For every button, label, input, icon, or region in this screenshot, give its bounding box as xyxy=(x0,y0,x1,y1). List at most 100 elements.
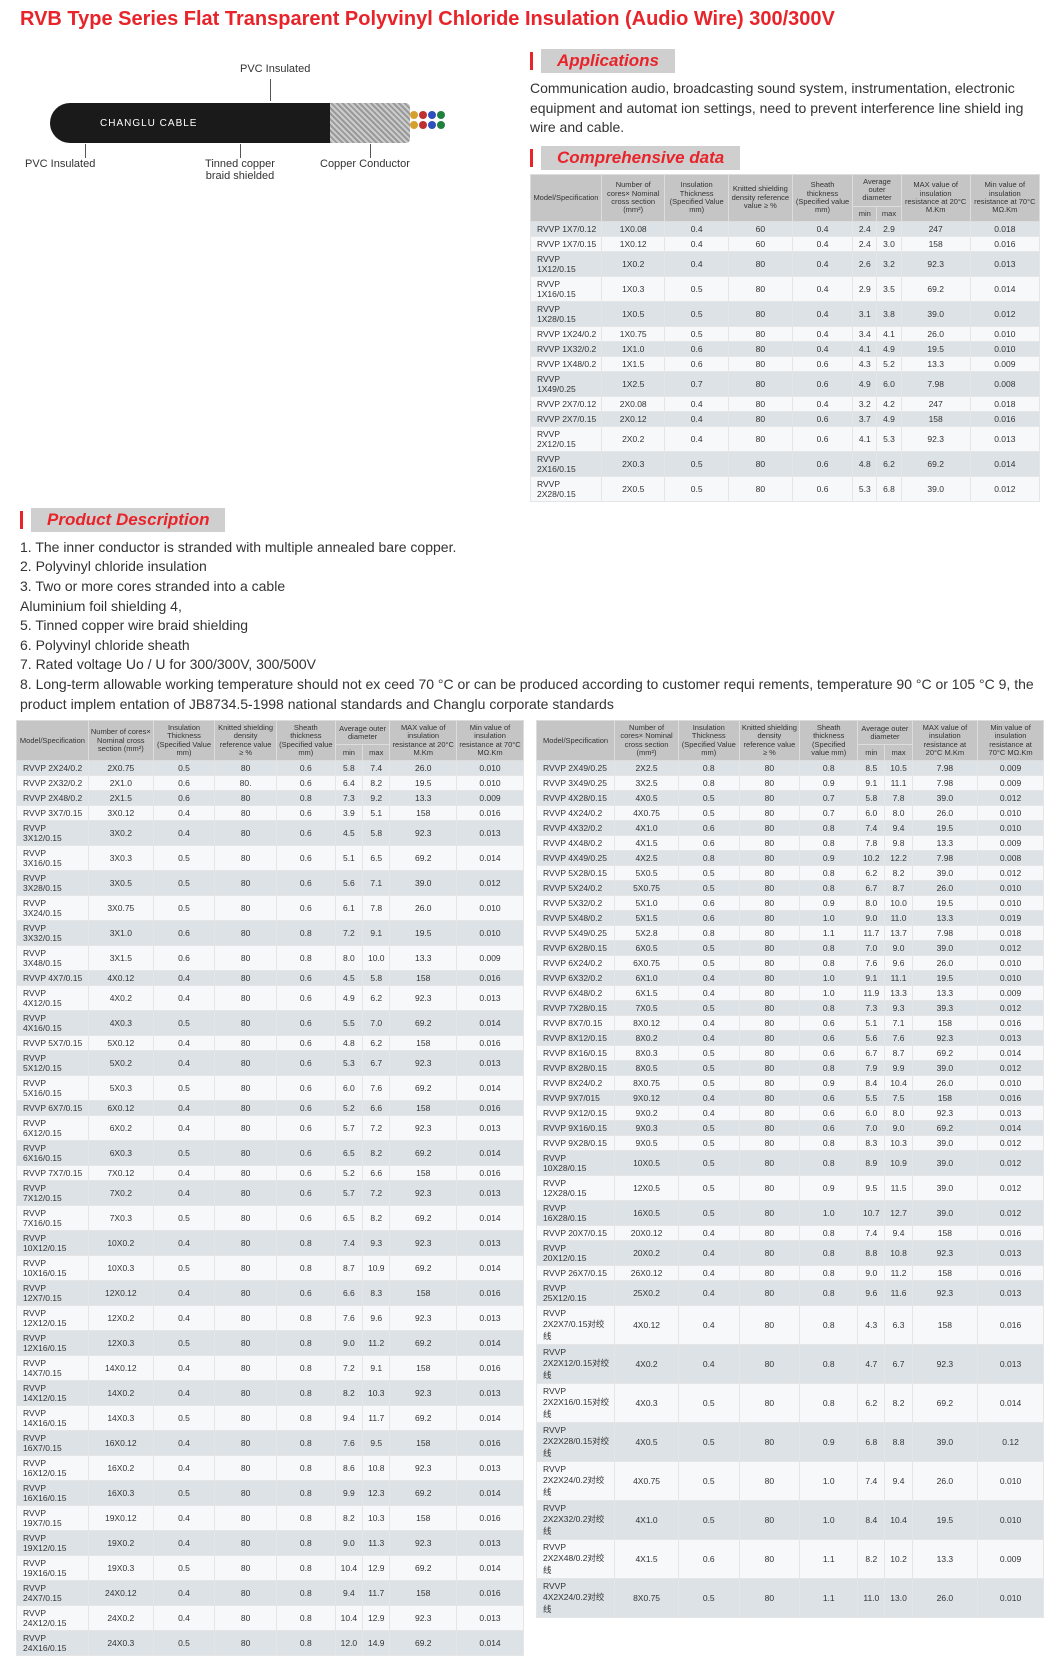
table-row: RVVP 5X28/0.155X0.50.5800.86.28.239.00.0… xyxy=(537,866,1044,881)
table-row: RVVP 2X2X16/0.15对绞线4X0.30.5800.86.28.269… xyxy=(537,1384,1044,1423)
table-row: RVVP 6X48/0.26X1.50.4801.011.913.313.30.… xyxy=(537,986,1044,1001)
comprehensive-table-right: Model/SpecificationNumber of cores× Nomi… xyxy=(536,720,1044,1618)
table-row: RVVP 3X24/0.153X0.750.5800.66.17.826.00.… xyxy=(17,896,524,921)
table-row: RVVP 2X2X48/0.2对绞线4X1.50.6801.18.210.213… xyxy=(537,1540,1044,1579)
table-row: RVVP 3X16/0.153X0.30.5800.65.16.569.20.0… xyxy=(17,846,524,871)
table-row: RVVP 10X12/0.1510X0.20.4800.87.49.392.30… xyxy=(17,1231,524,1256)
table-row: RVVP 7X12/0.157X0.20.4800.65.77.292.30.0… xyxy=(17,1181,524,1206)
table-row: RVVP 6X16/0.156X0.30.5800.66.58.269.20.0… xyxy=(17,1141,524,1166)
table-row: RVVP 16X28/0.1516X0.50.5801.010.712.739.… xyxy=(537,1201,1044,1226)
table-row: RVVP 14X7/0.1514X0.120.4800.87.29.11580.… xyxy=(17,1356,524,1381)
table-row: RVVP 4X12/0.154X0.20.4800.64.96.292.30.0… xyxy=(17,986,524,1011)
table-row: RVVP 2X16/0.152X0.30.5800.64.86.269.20.0… xyxy=(531,451,1040,476)
table-row: RVVP 2X7/0.152X0.120.4800.63.74.91580.01… xyxy=(531,411,1040,426)
label-pvc-top: PVC Insulated xyxy=(240,63,310,75)
table-row: RVVP 3X32/0.153X1.00.6800.87.29.119.50.0… xyxy=(17,921,524,946)
table-row: RVVP 4X16/0.154X0.30.5800.65.57.069.20.0… xyxy=(17,1011,524,1036)
comprehensive-table-left: Model/SpecificationNumber of cores× Nomi… xyxy=(16,720,524,1656)
table-row: RVVP 19X16/0.1519X0.30.5800.810.412.969.… xyxy=(17,1556,524,1581)
table-row: RVVP 3X7/0.153X0.120.4800.63.95.11580.01… xyxy=(17,806,524,821)
table-row: RVVP 1X16/0.151X0.30.5800.42.93.569.20.0… xyxy=(531,276,1040,301)
table-row: RVVP 9X28/0.159X0.50.5800.88.310.339.00.… xyxy=(537,1136,1044,1151)
table-row: RVVP 20X12/0.1520X0.20.4800.88.810.892.3… xyxy=(537,1241,1044,1266)
table-row: RVVP 2X32/0.22X1.00.680.0.66.48.219.50.0… xyxy=(17,776,524,791)
cable-brand: CHANGLU CABLE xyxy=(100,118,197,129)
product-desc-title: Product Description xyxy=(47,510,209,529)
table-row: RVVP 4X32/0.24X1.00.6800.87.49.419.50.01… xyxy=(537,821,1044,836)
label-braid: Tinned copper braid shielded xyxy=(195,158,285,182)
red-bar-icon xyxy=(530,149,533,167)
table-row: RVVP 16X16/0.1516X0.30.5800.89.912.369.2… xyxy=(17,1481,524,1506)
table-row: RVVP 5X32/0.25X1.00.6800.98.010.019.50.0… xyxy=(537,896,1044,911)
table-row: RVVP 2X49/0.252X2.50.8800.88.510.57.980.… xyxy=(537,761,1044,776)
table-row: RVVP 2X2X7/0.15对绞线4X0.120.4800.84.36.315… xyxy=(537,1306,1044,1345)
table-row: RVVP 1X7/0.151X0.120.4600.42.43.01580.01… xyxy=(531,236,1040,251)
red-bar-icon xyxy=(20,511,23,529)
table-row: RVVP 5X7/0.155X0.120.4800.64.86.21580.01… xyxy=(17,1036,524,1051)
table-row: RVVP 2X48/0.22X1.50.6800.87.39.213.30.00… xyxy=(17,791,524,806)
table-row: RVVP 1X48/0.21X1.50.6800.64.35.213.30.00… xyxy=(531,356,1040,371)
table-row: RVVP 4X2X24/0.2对绞线8X0.750.5801.111.013.0… xyxy=(537,1579,1044,1618)
table-row: RVVP 24X16/0.1524X0.30.5800.812.014.969.… xyxy=(17,1631,524,1656)
table-row: RVVP 14X16/0.1514X0.30.5800.89.411.769.2… xyxy=(17,1406,524,1431)
table-row: RVVP 5X16/0.155X0.30.5800.66.07.669.20.0… xyxy=(17,1076,524,1101)
table-row: RVVP 8X7/0.158X0.120.4800.65.17.11580.01… xyxy=(537,1016,1044,1031)
page-title: RVB Type Series Flat Transparent Polyvin… xyxy=(0,0,1060,43)
table-row: RVVP 2X2X24/0.2对绞线4X0.750.5801.07.49.426… xyxy=(537,1462,1044,1501)
table-row: RVVP 6X7/0.156X0.120.4800.65.26.61580.01… xyxy=(17,1101,524,1116)
applications-text: Communication audio, broadcasting sound … xyxy=(530,79,1040,138)
table-row: RVVP 1X49/0.251X2.50.7800.64.96.07.980.0… xyxy=(531,371,1040,396)
table-row: RVVP 1X28/0.151X0.50.5800.43.13.839.00.0… xyxy=(531,301,1040,326)
table-row: RVVP 10X16/0.1510X0.30.5800.88.710.969.2… xyxy=(17,1256,524,1281)
table-row: RVVP 1X7/0.121X0.080.4600.42.42.92470.01… xyxy=(531,221,1040,236)
table-row: RVVP 24X12/0.1524X0.20.4800.810.412.992.… xyxy=(17,1606,524,1631)
table-row: RVVP 12X12/0.1512X0.20.4800.87.69.692.30… xyxy=(17,1306,524,1331)
applications-title: Applications xyxy=(557,51,659,70)
table-row: RVVP 3X49/0.253X2.50.8800.99.111.17.980.… xyxy=(537,776,1044,791)
label-conductor: Copper Conductor xyxy=(320,158,410,170)
cable-body: CHANGLU CABLE xyxy=(50,103,360,143)
table-row: RVVP 20X7/0.1520X0.120.4800.87.49.41580.… xyxy=(537,1226,1044,1241)
table-row: RVVP 10X28/0.1510X0.50.5800.88.910.939.0… xyxy=(537,1151,1044,1176)
table-row: RVVP 12X28/0.1512X0.50.5800.99.511.539.0… xyxy=(537,1176,1044,1201)
comprehensive-table-1: Model/SpecificationNumber of cores× Nomi… xyxy=(530,174,1040,502)
table-row: RVVP 6X28/0.156X0.50.5800.87.09.039.00.0… xyxy=(537,941,1044,956)
table-row: RVVP 9X16/0.159X0.30.5800.67.09.069.20.0… xyxy=(537,1121,1044,1136)
table-row: RVVP 19X12/0.1519X0.20.4800.89.011.392.3… xyxy=(17,1531,524,1556)
table-row: RVVP 4X48/0.24X1.50.6800.87.89.813.30.00… xyxy=(537,836,1044,851)
applications-header: Applications xyxy=(530,49,1040,73)
table-row: RVVP 4X28/0.154X0.50.5800.75.87.839.00.0… xyxy=(537,791,1044,806)
table-row: RVVP 7X16/0.157X0.30.5800.66.58.269.20.0… xyxy=(17,1206,524,1231)
table-row: RVVP 4X49/0.254X2.50.8800.910.212.27.980… xyxy=(537,851,1044,866)
table-row: RVVP 2X28/0.152X0.50.5800.65.36.839.00.0… xyxy=(531,476,1040,501)
table-row: RVVP 24X7/0.1524X0.120.4800.89.411.71580… xyxy=(17,1581,524,1606)
table-row: RVVP 5X12/0.155X0.20.4800.65.36.792.30.0… xyxy=(17,1051,524,1076)
table-row: RVVP 7X28/0.157X0.50.5800.87.39.339.30.0… xyxy=(537,1001,1044,1016)
table-row: RVVP 5X24/0.25X0.750.5800.86.78.726.00.0… xyxy=(537,881,1044,896)
table-row: RVVP 3X28/0.153X0.50.5800.65.67.139.00.0… xyxy=(17,871,524,896)
comprehensive-title: Comprehensive data xyxy=(557,148,724,167)
conductors xyxy=(410,111,465,135)
table-row: RVVP 19X7/0.1519X0.120.4800.88.210.31580… xyxy=(17,1506,524,1531)
table-row: RVVP 2X24/0.22X0.750.5800.65.87.426.00.0… xyxy=(17,761,524,776)
table-row: RVVP 9X12/0.159X0.20.4800.66.08.092.30.0… xyxy=(537,1106,1044,1121)
table-row: RVVP 1X24/0.21X0.750.5800.43.44.126.00.0… xyxy=(531,326,1040,341)
product-desc-header: Product Description xyxy=(20,508,1040,532)
table-row: RVVP 8X16/0.158X0.30.5800.66.78.769.20.0… xyxy=(537,1046,1044,1061)
table-row: RVVP 8X12/0.158X0.20.4800.65.67.692.30.0… xyxy=(537,1031,1044,1046)
table-row: RVVP 4X7/0.154X0.120.4800.64.55.81580.01… xyxy=(17,971,524,986)
table-row: RVVP 26X7/0.1526X0.120.4800.89.011.21580… xyxy=(537,1266,1044,1281)
product-desc-text: 1. The inner conductor is stranded with … xyxy=(20,538,1040,714)
table-row: RVVP 8X28/0.158X0.50.5800.87.99.939.00.0… xyxy=(537,1061,1044,1076)
table-row: RVVP 1X12/0.151X0.20.4800.42.63.292.30.0… xyxy=(531,251,1040,276)
label-pvc-bl: PVC Insulated xyxy=(25,158,95,170)
table-row: RVVP 12X7/0.1512X0.120.4800.66.68.31580.… xyxy=(17,1281,524,1306)
table-row: RVVP 6X24/0.26X0.750.5800.87.69.626.00.0… xyxy=(537,956,1044,971)
table-row: RVVP 25X12/0.1525X0.20.4800.89.611.692.3… xyxy=(537,1281,1044,1306)
table-row: RVVP 12X16/0.1512X0.30.5800.89.011.269.2… xyxy=(17,1331,524,1356)
table-row: RVVP 5X48/0.25X1.50.6801.09.011.013.30.0… xyxy=(537,911,1044,926)
comprehensive-header: Comprehensive data xyxy=(530,146,1040,170)
table-row: RVVP 2X12/0.152X0.20.4800.64.15.392.30.0… xyxy=(531,426,1040,451)
red-bar-icon xyxy=(530,52,533,70)
table-row: RVVP 3X12/0.153X0.20.4800.64.55.892.30.0… xyxy=(17,821,524,846)
